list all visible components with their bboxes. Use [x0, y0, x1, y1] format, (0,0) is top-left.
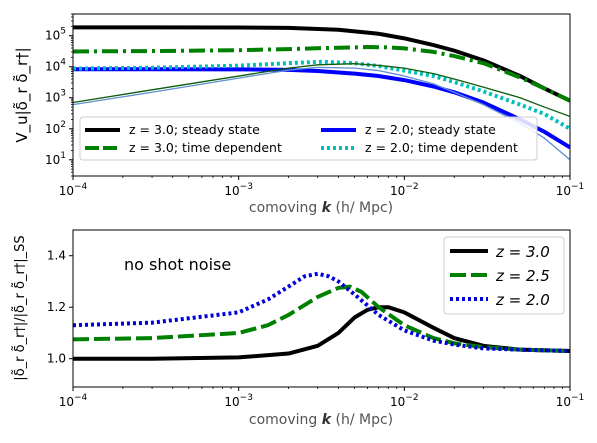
legend-label-z3-steady: z = 3.0; steady state — [129, 122, 260, 137]
legend-label-z20: z = 2.0 — [495, 291, 550, 309]
series-line-0-4 — [73, 63, 570, 118]
legend-item-z20: z = 2.0 — [450, 291, 550, 309]
legend-label-z2-time: z = 2.0; time dependent — [365, 140, 518, 155]
top-legend: z = 3.0; steady state z = 3.0; time depe… — [79, 116, 538, 161]
annotation-no-shot-noise: no shot noise — [124, 255, 231, 274]
y-tick-label-0-4: 105 — [45, 27, 66, 43]
legend-label-z30: z = 3.0 — [495, 243, 550, 261]
series-line-1-2 — [73, 271, 570, 353]
top-y-axis-label: V_u|δ̃_r δ̃_r†| — [12, 47, 32, 142]
series-line-0-3 — [73, 59, 570, 131]
x-tick-label-0-3: 10−1 — [556, 182, 585, 198]
bottom-y-axis-label: |δ̃_r δ̃_r†|/|δ̃_r δ̃_r†|_SS — [12, 235, 28, 380]
top-x-ticks: 10−4 10−3 10−2 10−1 — [59, 176, 585, 198]
bottom-legend-box — [443, 236, 565, 315]
y-tick-label-1-1: 1.2 — [47, 300, 66, 314]
legend-label-z25: z = 2.5 — [495, 267, 550, 285]
legend-item-z3-time: z = 3.0; time dependent — [85, 140, 282, 155]
top-axes-frame — [72, 13, 571, 177]
x-tick-label-0-1: 10−3 — [224, 182, 253, 198]
y-tick-label-0-3: 104 — [45, 58, 66, 74]
x-tick-label-0-2: 10−2 — [390, 182, 419, 198]
legend-item-z30: z = 3.0 — [450, 243, 550, 261]
legend-item-z25: z = 2.5 — [450, 267, 550, 285]
x-tick-label-1-0: 10−4 — [59, 393, 88, 409]
bottom-y-ticks: 1.0 1.2 1.4 — [47, 249, 73, 366]
bottom-x-ticks: 10−4 10−3 10−2 10−1 — [59, 387, 585, 409]
bottom-x-axis-label: comoving k (h/ Mpc) — [249, 412, 393, 428]
svg-text:V_u|δ̃_r δ̃_r†|: V_u|δ̃_r δ̃_r†| — [12, 47, 32, 142]
legend-label-z2-steady: z = 2.0; steady state — [365, 122, 496, 137]
y-tick-label-0-2: 103 — [45, 89, 66, 105]
top-y-ticks: 101 102 103 104 105 — [45, 13, 73, 177]
legend-item-z2-time: z = 2.0; time dependent — [321, 140, 518, 155]
svg-text:|δ̃_r δ̃_r†|/|δ̃_r δ̃_r†|_SS: |δ̃_r δ̃_r†|/|δ̃_r δ̃_r†|_SS — [12, 235, 28, 380]
x-tick-label-0-0: 10−4 — [59, 182, 88, 198]
y-tick-label-1-2: 1.4 — [47, 249, 66, 263]
bottom-axes-frame — [72, 229, 571, 388]
legend-item-z3-steady: z = 3.0; steady state — [85, 122, 260, 137]
bottom-legend: z = 3.0 z = 2.5 z = 2.0 — [443, 236, 565, 315]
top-legend-box — [79, 116, 538, 161]
y-tick-label-0-1: 102 — [45, 120, 66, 136]
legend-label-z3-time: z = 3.0; time dependent — [129, 140, 282, 155]
series-line-0-1 — [73, 45, 570, 103]
bottom-plot-lines — [73, 271, 570, 361]
top-chart: 10−4 10−3 10−2 10−1 101 102 103 104 105 comovin… — [12, 13, 585, 216]
legend-item-z2-steady: z = 2.0; steady state — [321, 122, 496, 137]
y-tick-label-1-0: 1.0 — [47, 352, 66, 366]
x-tick-label-1-3: 10−1 — [556, 393, 585, 409]
series-line-1-0 — [73, 305, 570, 361]
y-tick-label-0-0: 101 — [45, 151, 66, 167]
top-x-axis-label: comoving k (h/ Mpc) — [249, 200, 393, 216]
x-tick-label-1-1: 10−3 — [224, 393, 253, 409]
bottom-chart: 10−4 10−3 10−2 10−1 1.0 1.2 1.4 comoving k (h… — [12, 229, 585, 428]
x-tick-label-1-2: 10−2 — [390, 393, 419, 409]
